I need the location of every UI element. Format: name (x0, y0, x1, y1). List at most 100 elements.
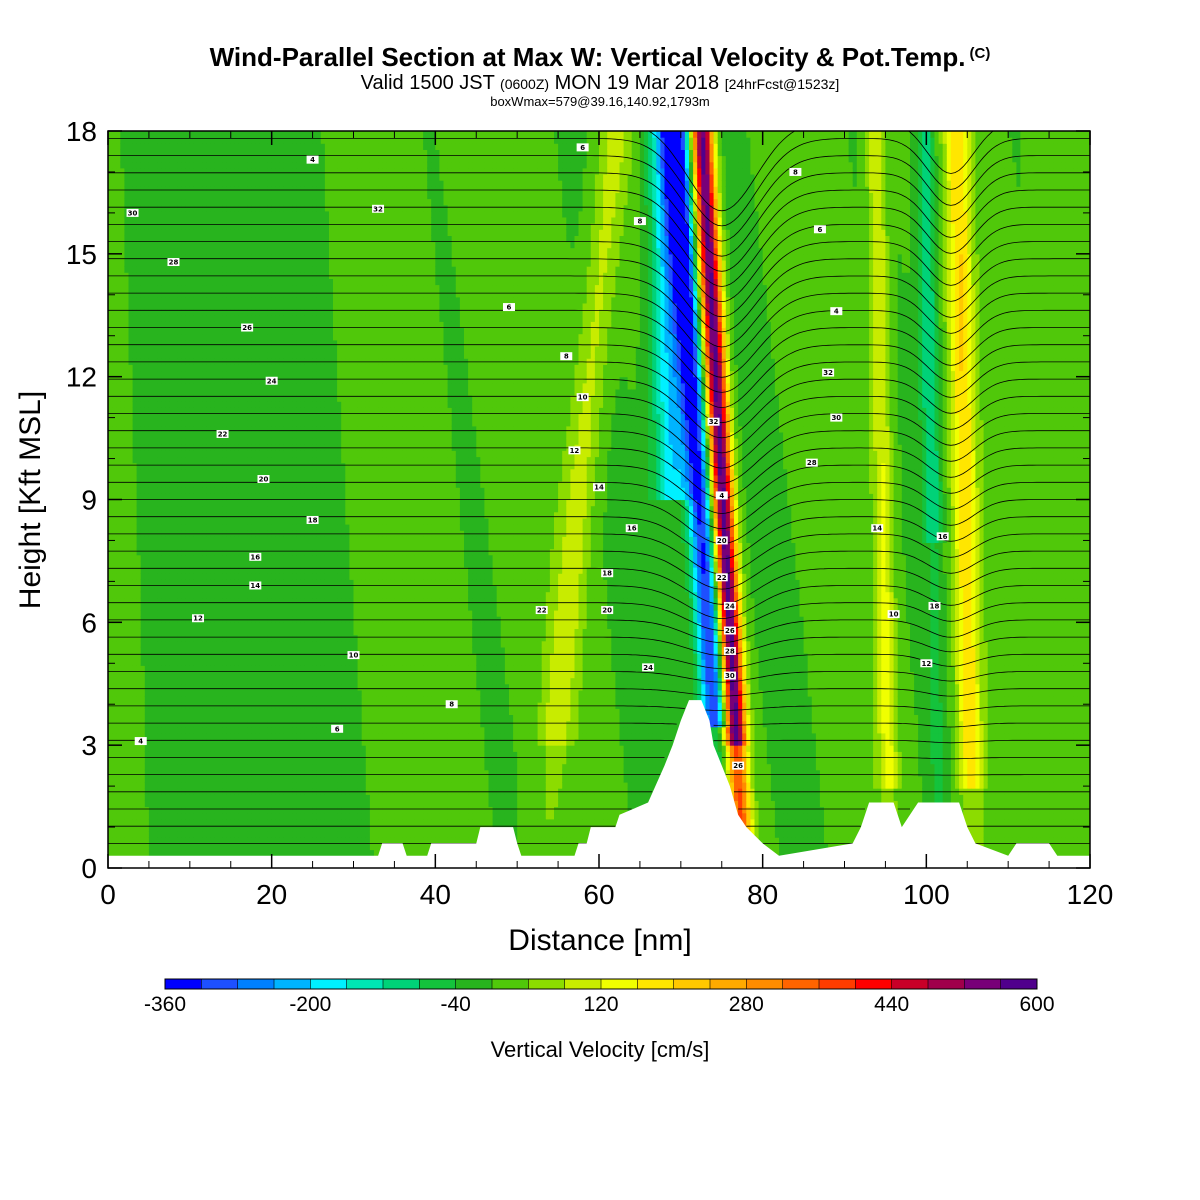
field-cell (137, 579, 142, 586)
field-cell (276, 758, 281, 765)
field-cell (272, 371, 277, 378)
field-cell (120, 285, 125, 292)
field-cell (247, 371, 252, 378)
field-cell (178, 371, 183, 378)
field-cell (137, 831, 142, 838)
field-cell (255, 168, 260, 175)
field-cell (219, 819, 224, 826)
field-cell (129, 346, 134, 353)
field-cell (255, 629, 260, 636)
field-cell (243, 254, 248, 261)
field-cell (161, 469, 166, 476)
field-cell (153, 248, 158, 255)
field-cell (116, 708, 121, 715)
field-cell (186, 426, 191, 433)
field-cell (116, 475, 121, 482)
field-cell (149, 782, 154, 789)
field-cell (255, 665, 260, 672)
field-cell (210, 131, 215, 138)
field-cell (112, 321, 117, 328)
field-cell (137, 696, 142, 703)
field-cell (243, 610, 248, 617)
field-cell (231, 837, 236, 844)
field-cell (120, 751, 125, 758)
field-cell (227, 487, 232, 494)
field-cell (149, 708, 154, 715)
field-cell (255, 733, 260, 740)
field-cell (219, 555, 224, 562)
field-cell (116, 364, 121, 371)
field-cell (161, 647, 166, 654)
field-cell (190, 635, 195, 642)
field-cell (112, 776, 117, 783)
field-cell (129, 168, 134, 175)
field-cell (157, 248, 162, 255)
field-cell (190, 401, 195, 408)
field-cell (251, 297, 256, 304)
field-cell (272, 278, 277, 285)
field-cell (259, 426, 264, 433)
field-cell (153, 192, 158, 199)
field-cell (210, 432, 215, 439)
field-cell (272, 205, 277, 212)
field-cell (169, 303, 174, 310)
field-cell (182, 813, 187, 820)
field-cell (169, 665, 174, 672)
field-cell (264, 168, 269, 175)
field-cell (133, 278, 138, 285)
field-cell (259, 500, 264, 507)
field-cell (272, 364, 277, 371)
field-cell (120, 143, 125, 150)
field-cell (145, 721, 150, 728)
field-cell (223, 819, 228, 826)
field-cell (145, 493, 150, 500)
field-cell (182, 229, 187, 236)
field-cell (165, 131, 170, 138)
field-cell (247, 174, 252, 181)
field-cell (116, 622, 121, 629)
field-cell (169, 764, 174, 771)
field-cell (239, 334, 244, 341)
field-cell (198, 211, 203, 218)
field-cell (255, 217, 260, 224)
field-cell (198, 143, 203, 150)
field-cell (182, 506, 187, 513)
field-cell (161, 143, 166, 150)
field-cell (276, 592, 281, 599)
field-cell (182, 407, 187, 414)
field-cell (120, 727, 125, 734)
field-cell (235, 536, 240, 543)
field-cell (112, 843, 117, 850)
field-cell (210, 321, 215, 328)
field-cell (112, 831, 117, 838)
field-cell (165, 469, 170, 476)
field-cell (243, 377, 248, 384)
field-cell (206, 162, 211, 169)
field-cell (157, 672, 162, 679)
field-cell (116, 758, 121, 765)
field-cell (178, 776, 183, 783)
field-cell (145, 727, 150, 734)
field-cell (235, 807, 240, 814)
field-cell (264, 610, 269, 617)
field-cell (190, 721, 195, 728)
field-cell (145, 831, 150, 838)
field-cell (202, 751, 207, 758)
field-cell (276, 463, 281, 470)
field-cell (133, 555, 138, 562)
field-cell (161, 751, 166, 758)
field-cell (223, 242, 228, 249)
field-cell (276, 450, 281, 457)
field-cell (214, 383, 219, 390)
field-cell (210, 291, 215, 298)
field-cell (202, 168, 207, 175)
field-cell (264, 524, 269, 531)
field-cell (210, 745, 215, 752)
field-cell (145, 641, 150, 648)
field-cell (133, 414, 138, 421)
field-cell (231, 592, 236, 599)
field-cell (223, 371, 228, 378)
field-cell (112, 235, 117, 242)
field-cell (169, 524, 174, 531)
field-cell (157, 647, 162, 654)
